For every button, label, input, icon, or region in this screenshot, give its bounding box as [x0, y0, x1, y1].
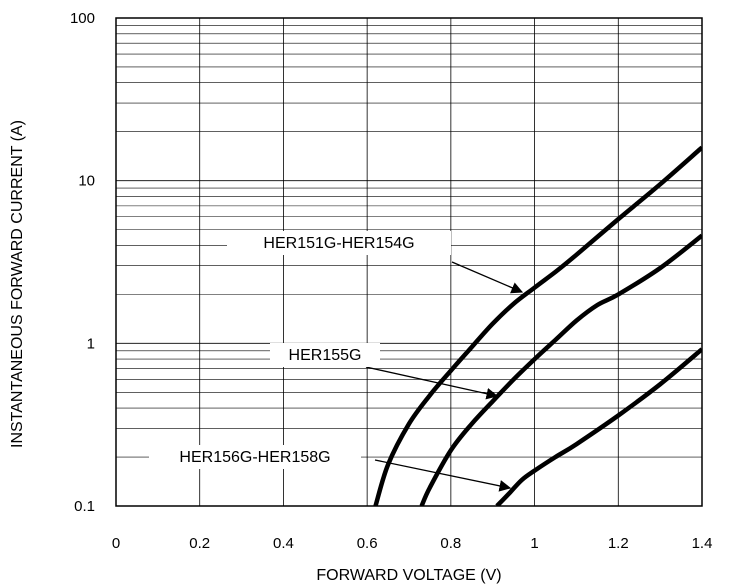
x-tick-label: 0.8 [440, 535, 461, 552]
annotation-label: HER155G [289, 347, 362, 364]
plot-frame [115, 17, 703, 507]
x-tick-label: 1.2 [608, 535, 629, 552]
y-tick-label: 10 [78, 173, 95, 190]
annotation-background [227, 231, 451, 255]
tick-labels: 0 0.2 0.4 0.6 0.8 1 1.2 1.4 0.1 1 10 100 [70, 10, 712, 552]
y-tick-label: 1 [87, 335, 95, 352]
x-tick-label: 0.4 [273, 535, 294, 552]
annotation-background [149, 445, 361, 469]
x-axis-label: FORWARD VOLTAGE (V) [316, 567, 501, 584]
y-tick-label: 100 [70, 10, 95, 27]
series-line [495, 347, 702, 506]
x-tick-label: 0.2 [189, 535, 210, 552]
x-tick-label: 0.6 [357, 535, 378, 552]
x-tick-label: 1.4 [692, 535, 713, 552]
annotation-arrow [451, 261, 524, 294]
y-tick-label: 0.1 [74, 498, 95, 515]
series-line [373, 145, 702, 506]
x-tick-label: 0 [112, 535, 120, 552]
series-layer [373, 145, 702, 506]
annotation-label: HER151G-HER154G [263, 235, 414, 252]
annotations: HER151G-HER154G HER155G HER156G-HER158G [149, 231, 524, 492]
annotation-background [270, 343, 380, 367]
series-line [419, 233, 702, 506]
annotation-arrow [374, 459, 512, 492]
x-tick-label: 1 [530, 535, 538, 552]
annotation-label: HER156G-HER158G [179, 449, 330, 466]
grid [116, 18, 702, 506]
y-axis-label: INSTANTANEOUS FORWARD CURRENT (A) [9, 120, 26, 448]
annotation-arrow [365, 366, 499, 400]
